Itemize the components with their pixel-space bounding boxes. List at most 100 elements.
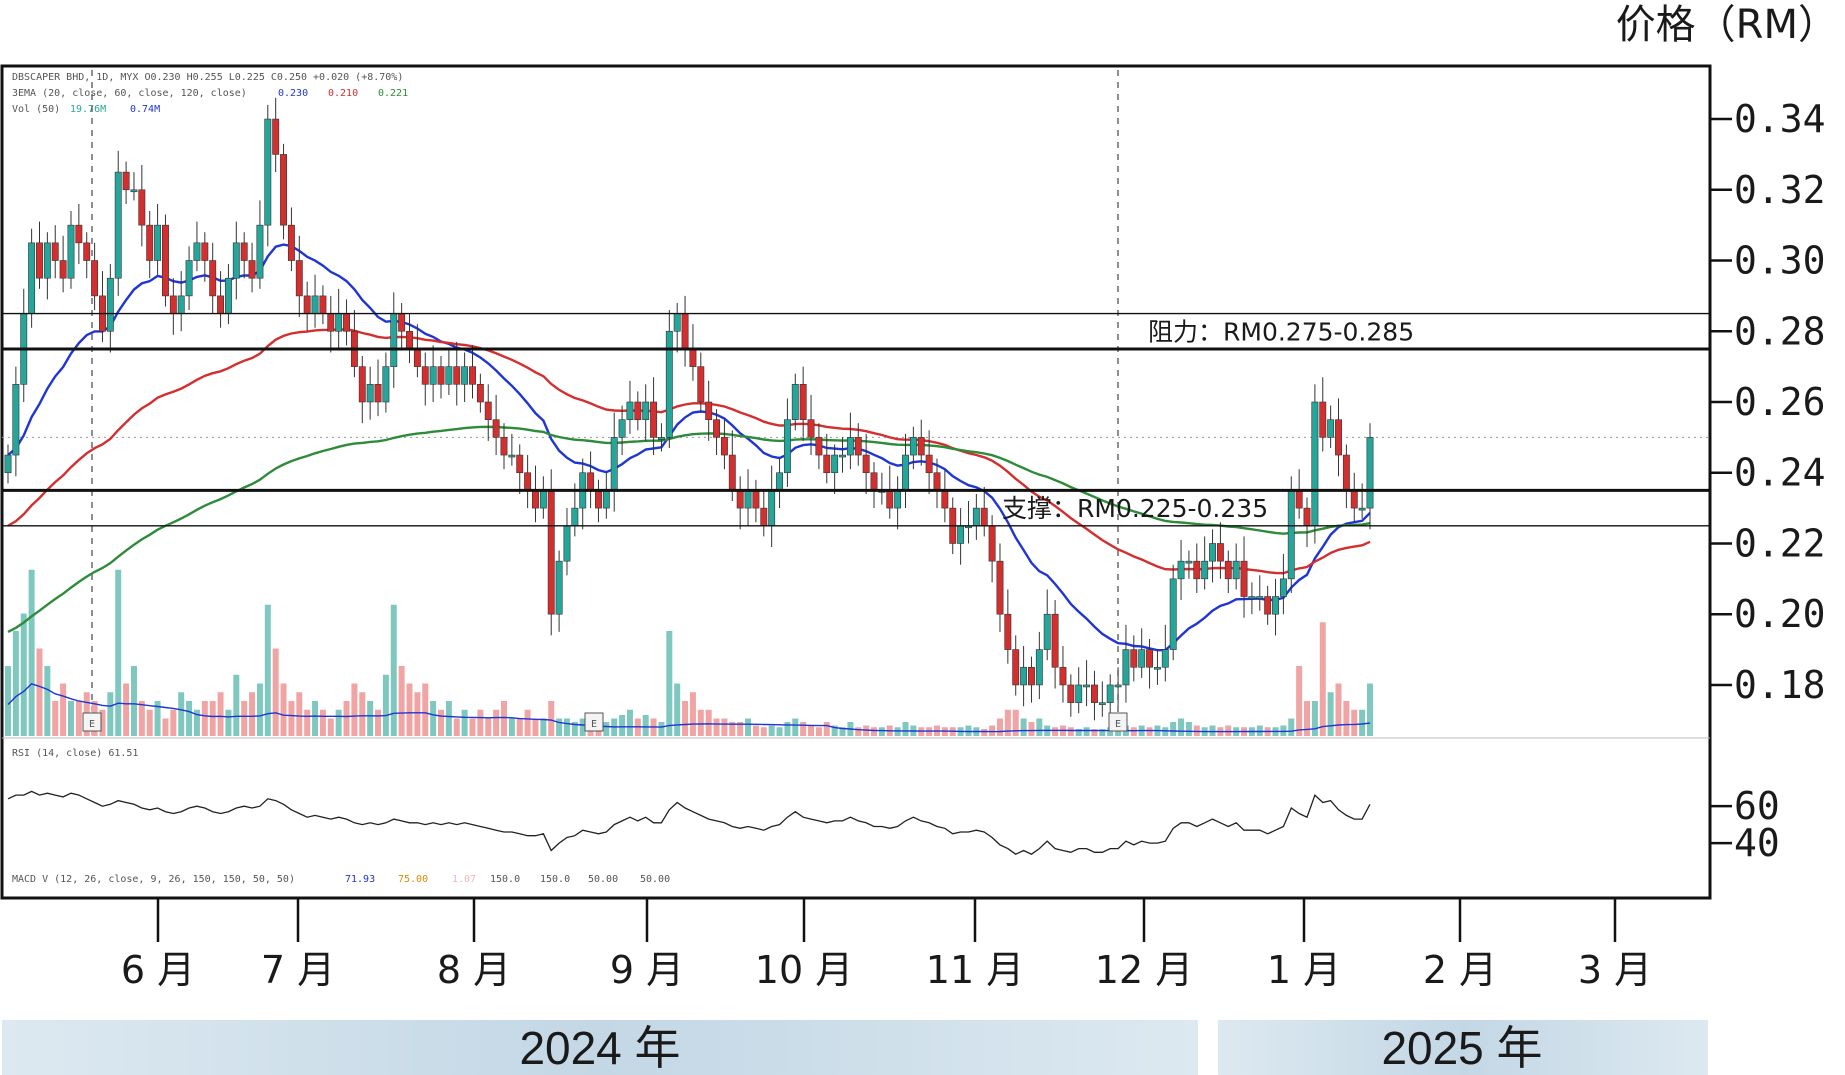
candle bbox=[854, 423, 862, 466]
candle-body bbox=[390, 313, 398, 367]
candle-body bbox=[1153, 666, 1161, 670]
macd-value-6: 50.00 bbox=[588, 874, 618, 885]
volume-bar bbox=[209, 701, 216, 736]
ema120-value: 0.221 bbox=[378, 88, 408, 99]
candle bbox=[469, 345, 476, 399]
price-tick-label: 0.28 bbox=[1734, 309, 1826, 353]
candle-body bbox=[1091, 684, 1098, 703]
candle-body bbox=[618, 419, 626, 438]
volume-bar bbox=[382, 674, 389, 736]
candle-body bbox=[1342, 454, 1350, 491]
candle-body bbox=[177, 295, 185, 314]
earnings-marker: E bbox=[1108, 712, 1128, 732]
volume-bar bbox=[1004, 709, 1011, 736]
candle bbox=[1240, 536, 1248, 618]
candle-body bbox=[870, 472, 878, 491]
volume-bar bbox=[1185, 722, 1192, 736]
volume-bar bbox=[60, 683, 67, 736]
candle-body bbox=[1075, 684, 1083, 703]
month-tick-label: 10 月 bbox=[755, 948, 853, 992]
candle bbox=[138, 165, 146, 247]
candle bbox=[1272, 578, 1279, 636]
candle-body bbox=[815, 437, 823, 456]
candle bbox=[1146, 638, 1154, 689]
candle bbox=[862, 433, 870, 494]
year-label-2025: 2025 年 bbox=[1381, 1022, 1542, 1074]
candle bbox=[1059, 646, 1067, 703]
volume-bar bbox=[815, 727, 822, 736]
candle bbox=[1224, 550, 1232, 593]
volume-bar bbox=[1130, 727, 1137, 736]
volume-bar bbox=[75, 701, 82, 736]
candle-body bbox=[421, 366, 429, 385]
candle-body bbox=[532, 490, 539, 509]
candle-body bbox=[311, 295, 319, 314]
volume-bar bbox=[500, 701, 507, 736]
candle-body bbox=[1114, 684, 1122, 688]
candle-body bbox=[476, 384, 484, 403]
volume-bar bbox=[626, 709, 633, 736]
candle-body bbox=[114, 171, 122, 279]
candle-body bbox=[91, 260, 99, 297]
volume-bar bbox=[351, 683, 358, 736]
volume-bar bbox=[1012, 709, 1019, 736]
volume-bar bbox=[170, 709, 177, 736]
volume-bar bbox=[398, 666, 405, 736]
candle-body bbox=[524, 472, 532, 491]
rsi-polyline bbox=[7, 790, 1371, 855]
volume-bar bbox=[375, 709, 382, 736]
candle-body bbox=[327, 313, 335, 332]
candle-body bbox=[51, 242, 59, 261]
candle-body bbox=[563, 525, 571, 562]
candle bbox=[1279, 554, 1287, 615]
volume-bar bbox=[666, 631, 673, 736]
candle bbox=[547, 469, 555, 636]
chart-header-ohlc: DBSCAPER BHD, 1D, MYX O0.230 H0.255 L0.2… bbox=[12, 72, 403, 83]
candle-body bbox=[1004, 613, 1012, 650]
candle-body bbox=[1366, 437, 1374, 509]
volume-bar bbox=[107, 692, 114, 736]
candle-body bbox=[335, 313, 343, 332]
candle-body bbox=[894, 490, 902, 509]
volume-bar bbox=[304, 709, 311, 736]
volume-bar bbox=[422, 683, 429, 736]
price-tick-label: 0.32 bbox=[1734, 168, 1826, 212]
candle bbox=[720, 419, 728, 470]
unit-title: 价格（RM） bbox=[1616, 2, 1838, 48]
volume-bar bbox=[1311, 701, 1318, 736]
candle-body bbox=[1248, 596, 1256, 599]
candle bbox=[209, 242, 217, 314]
volume-bar bbox=[99, 709, 106, 736]
volume-bar bbox=[1146, 727, 1153, 736]
candle-body bbox=[1177, 560, 1185, 580]
candle-body bbox=[980, 507, 988, 527]
candle-body bbox=[681, 313, 689, 350]
candle-body bbox=[272, 118, 280, 155]
chart-header-ema: 3EMA (20, close, 60, close, 120, close) … bbox=[12, 88, 408, 99]
volume-bar bbox=[115, 569, 122, 736]
candle-body bbox=[1028, 666, 1035, 686]
candle-body bbox=[1138, 649, 1146, 668]
candle-body bbox=[791, 384, 799, 420]
candle-body bbox=[1256, 596, 1264, 599]
volume-bar bbox=[414, 692, 421, 736]
volume-bar bbox=[878, 727, 885, 736]
volume-bar bbox=[123, 683, 130, 736]
volume-bar bbox=[871, 727, 878, 736]
candle bbox=[807, 394, 815, 456]
candle bbox=[1028, 656, 1035, 703]
volume-bar bbox=[721, 718, 728, 736]
volume-bar bbox=[1359, 709, 1366, 736]
candle-body bbox=[508, 454, 516, 458]
candle-body bbox=[1146, 649, 1154, 668]
candle-body bbox=[1098, 702, 1106, 705]
price-tick-label: 0.24 bbox=[1734, 451, 1826, 495]
candle-body bbox=[602, 490, 610, 509]
candle bbox=[1209, 529, 1216, 583]
candle bbox=[67, 211, 75, 289]
candle bbox=[358, 356, 366, 424]
volume-bar bbox=[1036, 718, 1043, 736]
candle bbox=[1177, 539, 1185, 601]
volume-bar bbox=[280, 683, 287, 736]
